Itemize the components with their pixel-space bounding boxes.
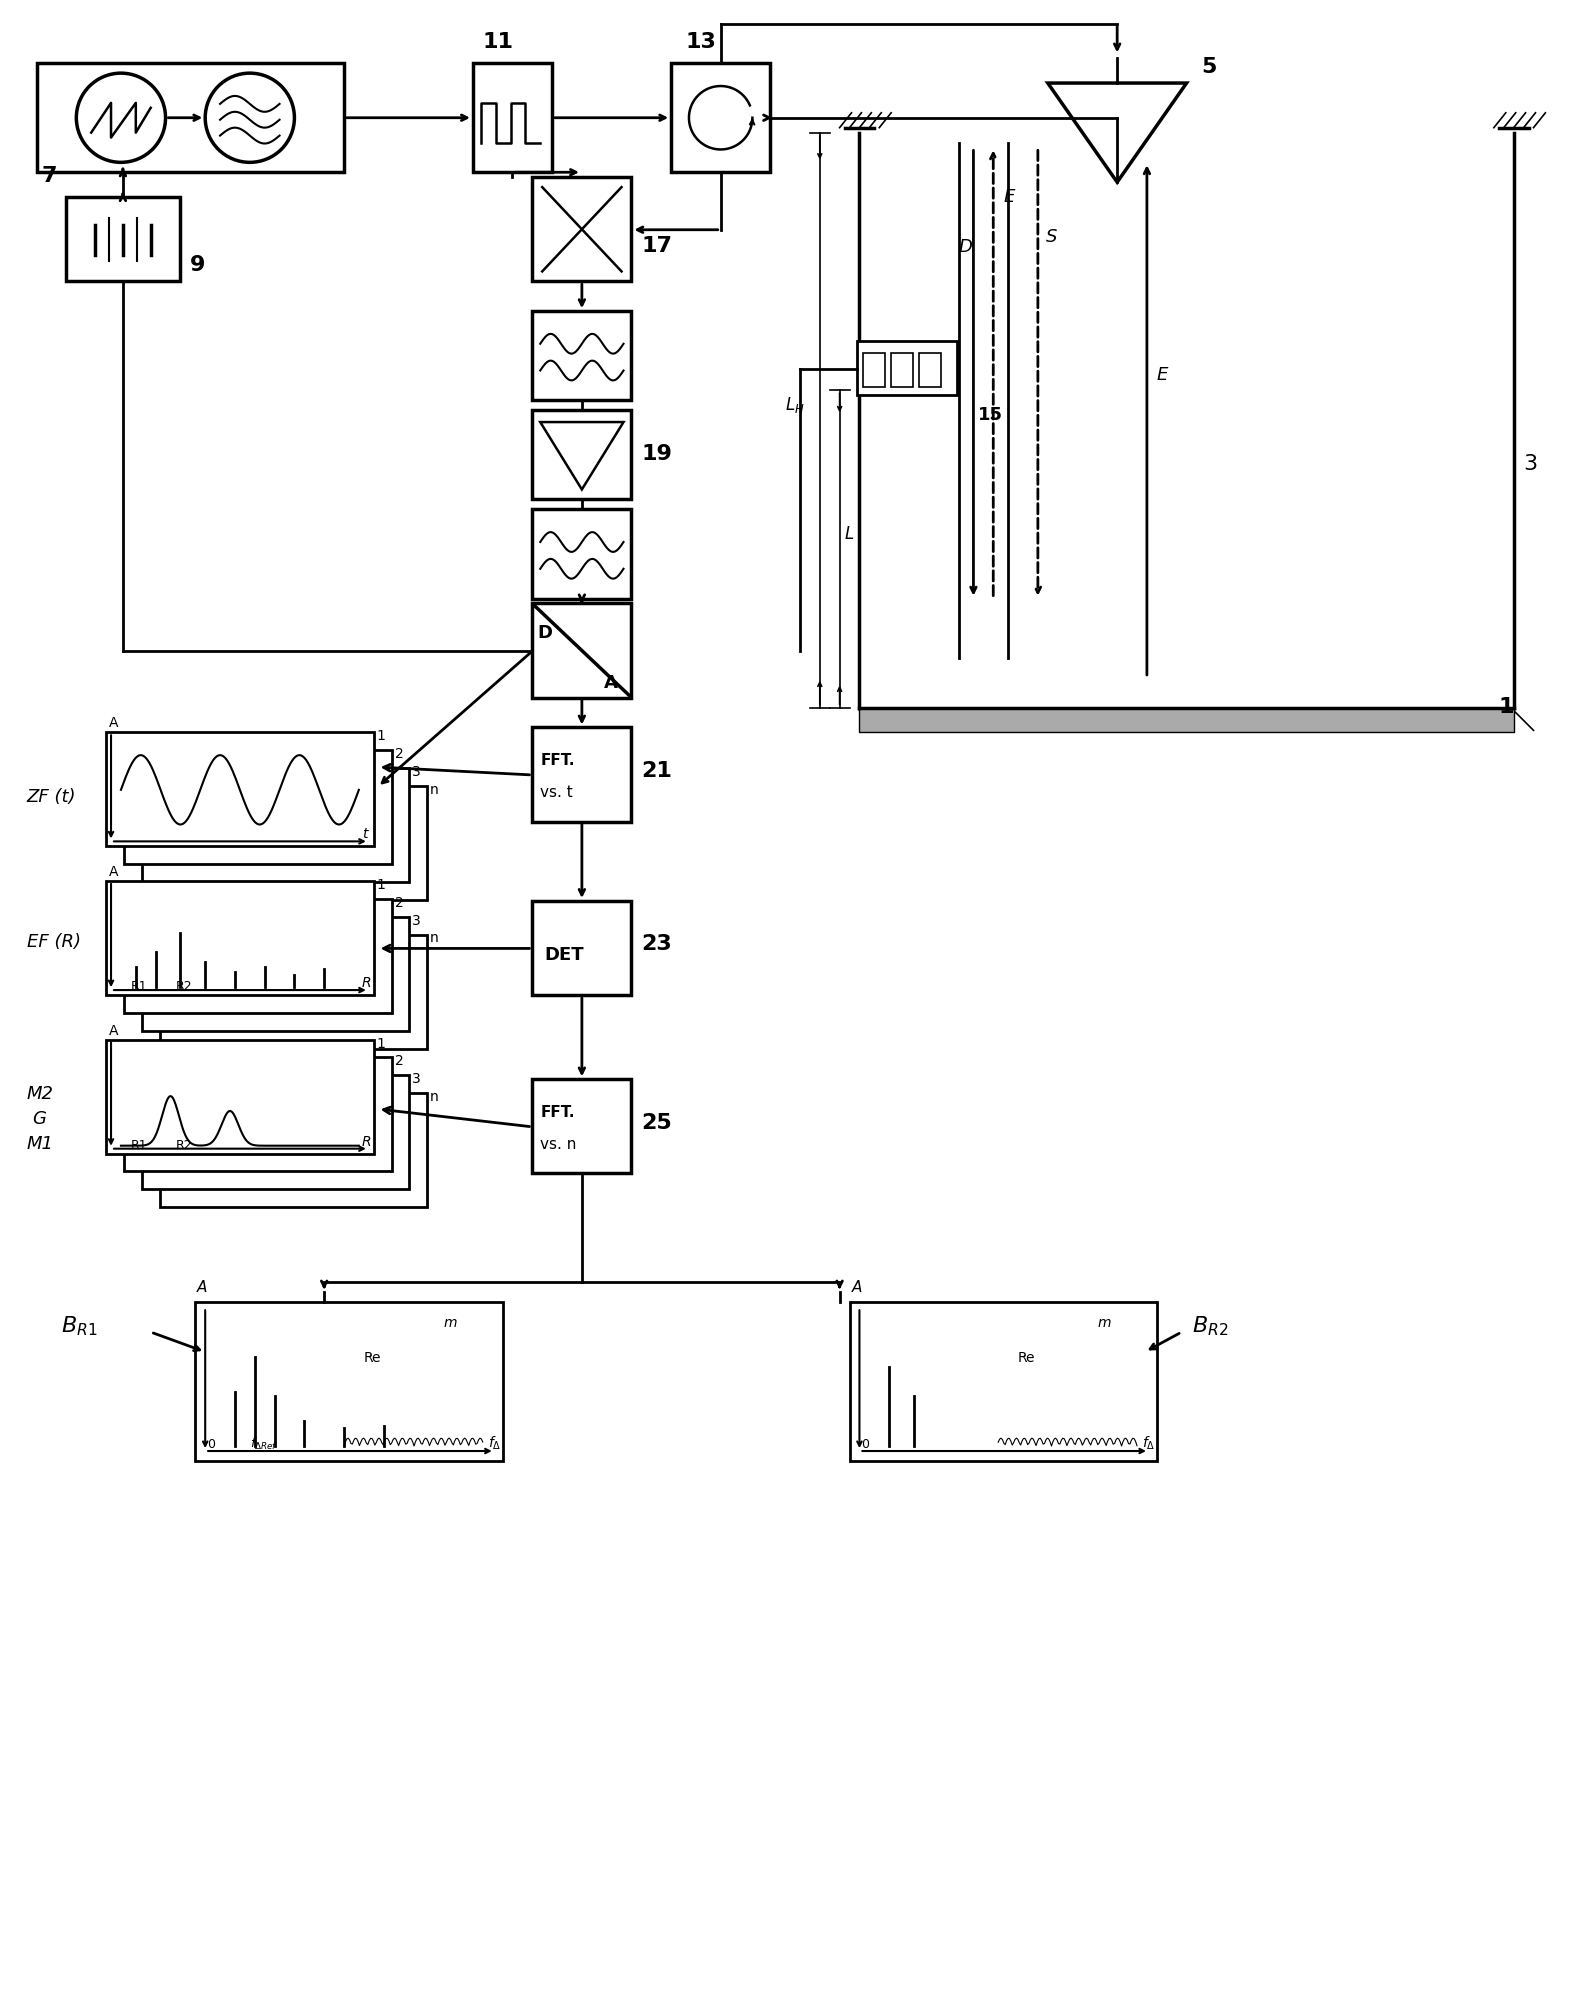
Text: A: A xyxy=(108,716,118,730)
Text: ZF (t): ZF (t) xyxy=(27,788,76,806)
Text: $B_{R1}$: $B_{R1}$ xyxy=(62,1315,99,1339)
Bar xyxy=(532,411,632,499)
Text: n: n xyxy=(430,782,439,796)
Text: $f_\Delta$: $f_\Delta$ xyxy=(1141,1434,1156,1452)
Text: 0: 0 xyxy=(861,1438,869,1450)
Text: m: m xyxy=(443,1317,457,1331)
Text: 1: 1 xyxy=(377,1037,385,1051)
Text: $L_H$: $L_H$ xyxy=(785,395,806,415)
Text: 3: 3 xyxy=(1524,453,1538,473)
Bar xyxy=(142,918,409,1031)
Text: A: A xyxy=(197,1281,207,1295)
Text: DET: DET xyxy=(544,946,584,964)
Text: n: n xyxy=(430,1089,439,1103)
Text: 11: 11 xyxy=(482,32,514,52)
Text: n: n xyxy=(430,932,439,946)
Bar xyxy=(473,64,552,172)
Text: 2: 2 xyxy=(395,746,403,762)
Bar xyxy=(37,64,344,172)
Bar xyxy=(107,732,374,846)
Text: M2: M2 xyxy=(27,1085,54,1103)
Text: R1: R1 xyxy=(131,1139,148,1151)
Bar xyxy=(532,509,632,598)
Text: 17: 17 xyxy=(642,235,672,255)
Bar xyxy=(124,1057,392,1171)
Bar xyxy=(532,902,632,996)
Text: FFT.: FFT. xyxy=(540,752,575,768)
Text: R: R xyxy=(361,1135,371,1149)
Text: FFT.: FFT. xyxy=(540,1105,575,1119)
Text: A: A xyxy=(852,1281,861,1295)
Text: 3: 3 xyxy=(412,764,422,778)
Text: D: D xyxy=(958,237,973,255)
Bar xyxy=(196,1303,503,1460)
Text: A: A xyxy=(108,1023,118,1037)
Text: R2: R2 xyxy=(175,980,193,994)
Text: 0: 0 xyxy=(207,1438,215,1450)
Text: $f_\Delta$: $f_\Delta$ xyxy=(487,1434,501,1452)
Bar xyxy=(124,750,392,864)
Text: 5: 5 xyxy=(1202,58,1216,78)
Text: S: S xyxy=(1046,227,1057,245)
Text: 25: 25 xyxy=(642,1113,672,1133)
Text: E: E xyxy=(1157,367,1169,385)
Text: 3: 3 xyxy=(412,1071,422,1085)
Text: $B_{R2}$: $B_{R2}$ xyxy=(1191,1315,1227,1339)
Text: m: m xyxy=(1097,1317,1111,1331)
Text: 15: 15 xyxy=(979,407,1003,425)
Bar xyxy=(532,728,632,822)
Bar xyxy=(107,882,374,996)
Text: 2: 2 xyxy=(395,1055,403,1069)
Text: R1: R1 xyxy=(131,980,148,994)
Text: EF (R): EF (R) xyxy=(27,934,81,952)
Text: M1: M1 xyxy=(27,1135,54,1153)
Bar xyxy=(532,311,632,401)
Text: A: A xyxy=(603,674,618,692)
Bar xyxy=(159,1093,427,1207)
Text: 21: 21 xyxy=(642,760,672,780)
Text: 3: 3 xyxy=(412,914,422,928)
Bar xyxy=(532,602,632,698)
Text: 13: 13 xyxy=(686,32,716,52)
Bar xyxy=(142,1075,409,1189)
Text: R2: R2 xyxy=(175,1139,193,1151)
Text: L: L xyxy=(845,525,853,543)
Text: 1: 1 xyxy=(377,730,385,744)
Bar xyxy=(532,1079,632,1173)
Text: 1: 1 xyxy=(377,878,385,892)
Bar xyxy=(142,768,409,882)
Bar xyxy=(107,1039,374,1153)
Bar xyxy=(67,198,180,281)
Bar xyxy=(532,178,632,281)
Text: R: R xyxy=(361,976,371,990)
Bar xyxy=(672,64,771,172)
Text: E: E xyxy=(1003,188,1014,205)
Text: D: D xyxy=(537,624,552,642)
Text: $f_{\Delta Ref}$: $f_{\Delta Ref}$ xyxy=(250,1436,279,1452)
Bar xyxy=(919,353,941,387)
Text: vs. t: vs. t xyxy=(540,784,573,800)
Text: vs. n: vs. n xyxy=(540,1137,576,1151)
Bar xyxy=(850,1303,1157,1460)
Bar xyxy=(159,786,427,900)
Text: G: G xyxy=(32,1109,46,1127)
Text: 7: 7 xyxy=(41,166,57,186)
Text: 9: 9 xyxy=(191,255,205,275)
Bar xyxy=(124,900,392,1013)
Bar xyxy=(858,341,957,395)
Text: Re: Re xyxy=(365,1351,382,1365)
Bar xyxy=(860,708,1514,732)
Text: 23: 23 xyxy=(642,934,672,954)
Text: A: A xyxy=(108,866,118,880)
Bar xyxy=(892,353,912,387)
Text: t: t xyxy=(361,828,368,842)
Text: Re: Re xyxy=(1017,1351,1035,1365)
Text: 1: 1 xyxy=(1498,696,1514,716)
Text: 2: 2 xyxy=(395,896,403,910)
Text: 19: 19 xyxy=(642,443,672,463)
Bar xyxy=(159,934,427,1049)
Bar xyxy=(863,353,885,387)
